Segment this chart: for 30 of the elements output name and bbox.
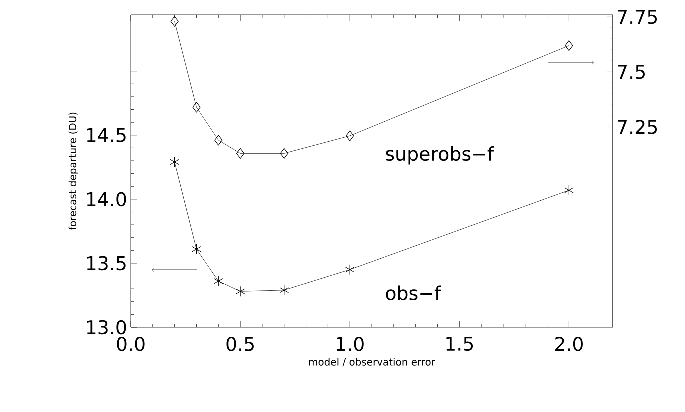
y-tick-label: 13.5 <box>87 256 126 271</box>
point <box>214 276 224 287</box>
series-label: superobs−f <box>386 146 494 165</box>
point <box>192 102 201 113</box>
point <box>565 40 574 52</box>
y2-tick-label: 7.75 <box>618 10 658 24</box>
point <box>280 285 289 296</box>
x-axis-title: model / observation error <box>309 358 436 367</box>
y2-tick-label: 7.5 <box>618 65 645 80</box>
x-tick-label: 0.5 <box>226 337 254 352</box>
x-tick-label: 1.5 <box>446 337 474 352</box>
point <box>214 135 223 146</box>
point <box>170 156 180 168</box>
point <box>192 244 202 255</box>
point <box>280 148 288 159</box>
x-tick-label: 0.0 <box>117 337 145 352</box>
point <box>170 16 179 27</box>
point <box>236 148 245 159</box>
point <box>345 264 355 276</box>
y-tick-label: 14.5 <box>87 128 126 142</box>
x-tick-label: 2.0 <box>556 337 583 352</box>
series-label: obs−f <box>386 286 442 300</box>
point <box>564 185 574 196</box>
point <box>346 130 354 142</box>
y-axis-title: forecast departure (DU) <box>68 112 78 230</box>
y2-tick-label: 7.25 <box>618 120 658 134</box>
y-tick-label: 14.0 <box>87 192 126 207</box>
x-tick-label: 1.0 <box>337 337 364 352</box>
point <box>236 286 246 297</box>
y-tick-label: 13.0 <box>87 320 126 335</box>
